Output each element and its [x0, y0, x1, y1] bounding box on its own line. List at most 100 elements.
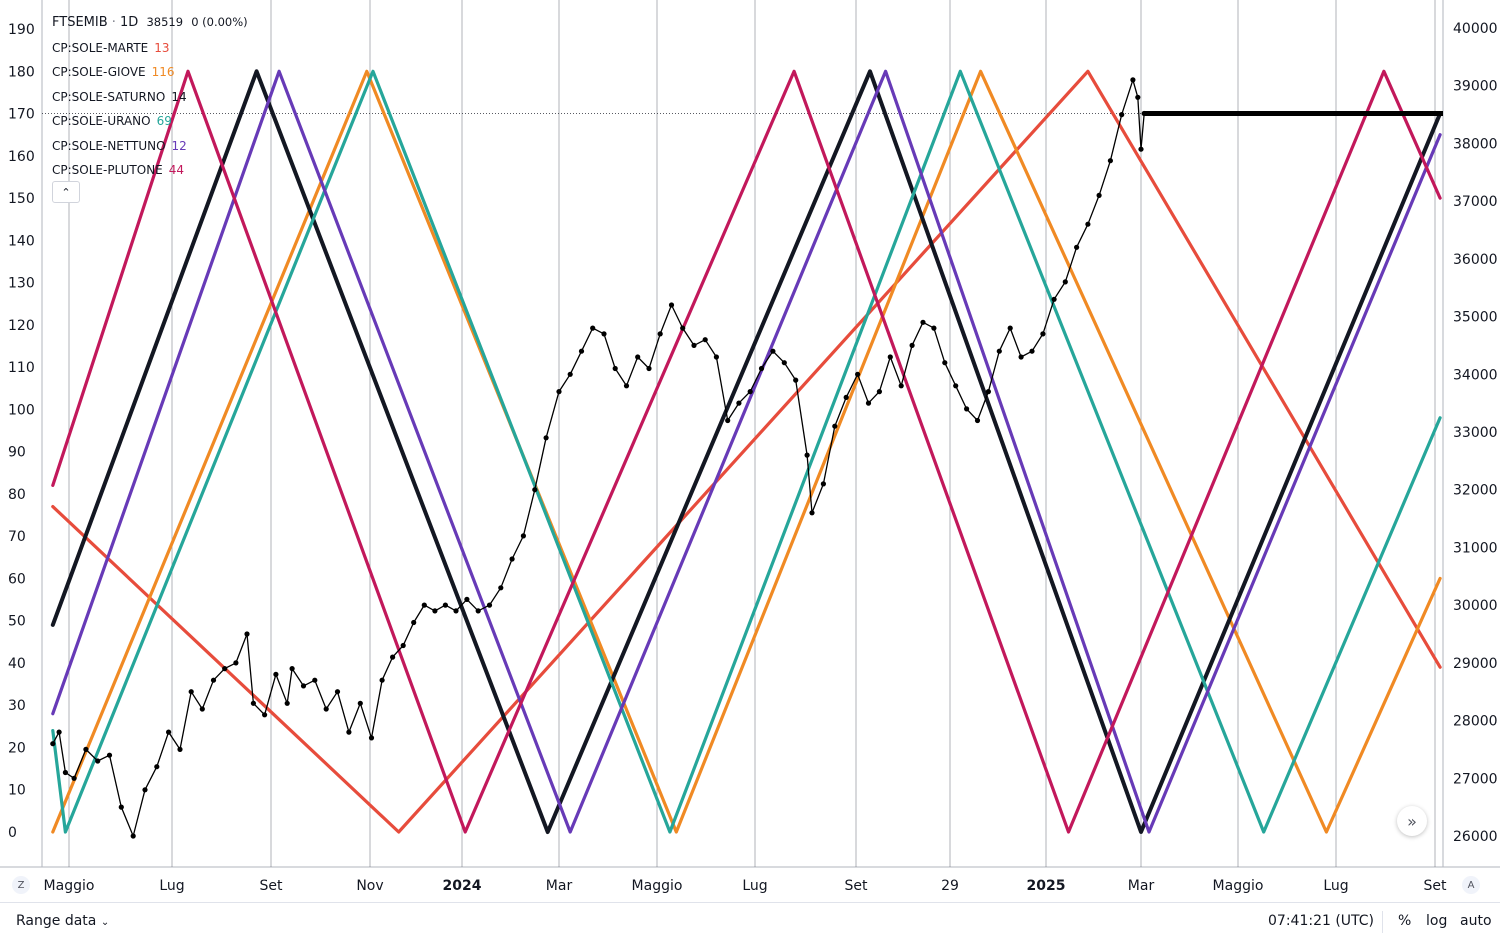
- right-axis-tick-label: 35000: [1453, 310, 1498, 326]
- percent-scale-toggle[interactable]: %: [1398, 913, 1412, 929]
- x-tick-label: Maggio: [44, 878, 95, 894]
- right-axis-tick-label: 28000: [1453, 714, 1498, 730]
- price-point: [855, 371, 861, 377]
- price-point: [832, 423, 838, 429]
- price-point: [931, 325, 937, 331]
- series-line-cp-sole-urano: [51, 69, 1442, 834]
- right-axis-tick-label: 39000: [1453, 79, 1498, 95]
- price-point: [244, 631, 250, 637]
- price-point: [368, 735, 375, 741]
- right-axis-toggle-button[interactable]: A: [1462, 876, 1480, 894]
- price-point: [646, 365, 652, 372]
- legend-collapse-button[interactable]: ⌃: [52, 181, 80, 203]
- series-line-cp-sole-plutone: [51, 69, 1442, 834]
- left-axis-tick-label: 30: [8, 698, 26, 714]
- log-scale-toggle[interactable]: log: [1426, 913, 1448, 929]
- series-line-cp-sole-giove: [51, 69, 1442, 834]
- price-point: [532, 487, 538, 493]
- price-point: [442, 602, 448, 608]
- right-axis-tick-label: 37000: [1453, 194, 1498, 210]
- price-point: [411, 619, 417, 626]
- x-tick-label: Mar: [1128, 878, 1155, 894]
- price-point: [909, 342, 915, 348]
- price-point: [210, 677, 217, 683]
- price-change: 0 (0.00%): [191, 15, 248, 29]
- legend-indicator-row[interactable]: CP:SOLE-NETTUNO 12: [52, 134, 248, 159]
- price-point: [130, 833, 136, 839]
- last-price: 38519: [146, 15, 184, 29]
- price-point: [1018, 354, 1024, 360]
- price-point: [567, 371, 573, 377]
- x-tick-label: 2025: [1027, 878, 1066, 894]
- legend-indicator-row[interactable]: CP:SOLE-PLUTONE 44: [52, 158, 248, 183]
- scroll-to-realtime-button[interactable]: »: [1397, 806, 1427, 836]
- price-point: [166, 729, 172, 735]
- left-axis-tick-label: 90: [8, 445, 26, 461]
- left-axis-tick-label: 80: [8, 487, 26, 503]
- price-point: [898, 383, 904, 389]
- price-point: [312, 677, 318, 683]
- price-point: [725, 417, 731, 424]
- indicator-value: 13: [154, 40, 170, 55]
- right-axis-tick-label: 30000: [1453, 598, 1498, 614]
- left-axis-tick-label: 110: [8, 360, 35, 376]
- legend-indicator-row[interactable]: CP:SOLE-URANO 69: [52, 109, 248, 134]
- price-point: [400, 642, 406, 649]
- right-axis-tick-label: 31000: [1453, 540, 1498, 556]
- utc-clock[interactable]: 07:41:21 (UTC): [1268, 913, 1375, 929]
- price-point: [289, 666, 295, 672]
- chart-series: [42, 69, 1443, 839]
- range-data-button[interactable]: Range data ⌄: [16, 913, 110, 929]
- price-point: [432, 608, 438, 614]
- x-tick-label: 29: [941, 878, 959, 894]
- right-axis-tick-label: 27000: [1453, 771, 1498, 787]
- series-line-cp-sole-nettuno: [51, 69, 1442, 834]
- chevron-down-icon: ⌄: [100, 917, 110, 928]
- price-point: [421, 602, 427, 608]
- left-axis-tick-label: 140: [8, 233, 35, 249]
- legend-indicator-row[interactable]: CP:SOLE-MARTE 13: [52, 36, 248, 61]
- left-axis-toggle-button[interactable]: Z: [12, 876, 30, 894]
- price-point: [498, 585, 504, 591]
- left-axis-tick-label: 20: [8, 740, 26, 756]
- price-point: [1130, 77, 1136, 83]
- x-tick-label: Set: [845, 878, 869, 894]
- indicator-label: CP:SOLE-PLUTONE: [52, 163, 163, 177]
- price-point: [996, 348, 1002, 354]
- price-point: [920, 319, 926, 325]
- legend-indicator-row[interactable]: CP:SOLE-SATURNO 14: [52, 85, 248, 110]
- price-point: [1029, 348, 1035, 354]
- right-axis-tick-label: 40000: [1453, 21, 1498, 37]
- price-point: [657, 331, 663, 337]
- price-point: [71, 775, 77, 781]
- price-point: [702, 337, 708, 343]
- price-point: [876, 389, 883, 395]
- price-point: [820, 481, 827, 487]
- legend-header[interactable]: FTSEMIB · 1D 38519 0 (0.00%): [52, 15, 248, 30]
- left-axis-tick-label: 130: [8, 276, 35, 292]
- right-axis-tick-label: 38000: [1453, 136, 1498, 152]
- right-axis-tick-label: 36000: [1453, 252, 1498, 268]
- price-point: [770, 348, 776, 354]
- price-point: [781, 360, 787, 366]
- right-axis-tick-label: 32000: [1453, 483, 1498, 499]
- price-point: [1107, 158, 1113, 164]
- x-tick-label: Set: [260, 878, 284, 894]
- right-axis-tick-label: 26000: [1453, 829, 1498, 845]
- price-point: [177, 746, 183, 753]
- indicator-value: 12: [171, 138, 187, 153]
- price-point: [623, 383, 630, 389]
- symbol-name[interactable]: FTSEMIB: [52, 15, 108, 30]
- price-point: [1062, 279, 1068, 285]
- price-point: [346, 729, 352, 735]
- left-axis-tick-label: 160: [8, 149, 35, 165]
- bottom-toolbar: Range data ⌄ 07:41:21 (UTC) % log auto: [0, 902, 1500, 941]
- indicator-value: 69: [156, 114, 172, 128]
- price-point: [390, 654, 396, 660]
- interval-label[interactable]: 1D: [120, 15, 139, 30]
- auto-scale-toggle[interactable]: auto: [1460, 913, 1492, 929]
- price-point: [199, 706, 205, 712]
- price-point: [985, 389, 992, 395]
- legend-indicator-row[interactable]: CP:SOLE-GIOVE 116: [52, 60, 248, 85]
